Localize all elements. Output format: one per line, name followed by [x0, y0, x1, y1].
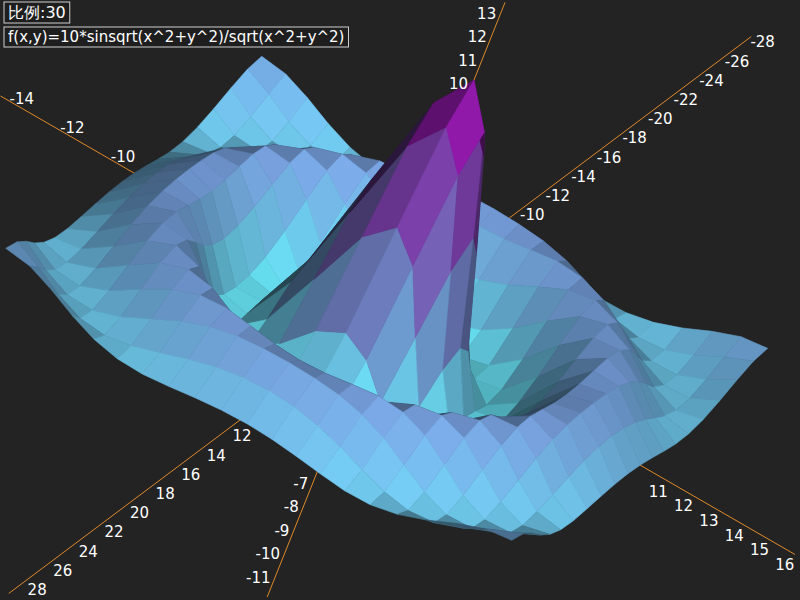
z-tick-label: 11: [458, 52, 477, 70]
z-tick-label: 12: [468, 28, 487, 46]
y-tick-label: 18: [156, 485, 175, 503]
surface-patch: [51, 290, 80, 319]
subtitle-box: [4, 2, 70, 23]
y-tick-label: 16: [181, 466, 200, 484]
y-tick-label: 26: [53, 562, 72, 580]
surface-patch: [456, 523, 494, 529]
titles: 比例:30 f(x,y)=10*sinsqrt(x^2+y^2)/sqrt(x^2…: [4, 2, 348, 47]
z-tick-label: -9: [274, 522, 289, 540]
y-tick-label: -14: [571, 168, 596, 186]
y-tick-label: 24: [79, 543, 98, 561]
x-tick-label: -10: [111, 148, 136, 166]
x-tick-label: -14: [10, 90, 35, 108]
surface-patch: [446, 80, 484, 175]
surface-patch: [724, 337, 768, 361]
y-tick-label: -12: [546, 187, 571, 205]
y-tick-label: -20: [648, 110, 673, 128]
title-box: [4, 27, 348, 47]
surface-patch: [72, 316, 104, 340]
surface-patch: [30, 266, 59, 295]
x-axis-line: [1, 96, 795, 554]
y-tick-label: -16: [597, 149, 622, 167]
z-tick-label: -7: [293, 475, 308, 493]
y-tick-label: 12: [232, 427, 251, 445]
surface-patch: [397, 127, 458, 266]
y-tick-label: -10: [520, 206, 545, 224]
z-axis-line: [267, 2, 505, 597]
x-tick-label: 16: [775, 556, 794, 574]
surface-patch: [370, 492, 408, 515]
x-tick-label: 14: [725, 527, 744, 545]
x-tick-label: 11: [649, 483, 668, 501]
x-tick-label: 15: [750, 541, 769, 559]
surface-patch: [346, 227, 413, 360]
z-tick-label: 13: [477, 5, 496, 23]
y-tick-label: 14: [207, 447, 226, 465]
y-tick-label: 22: [104, 523, 123, 541]
x-tick-label: 13: [699, 512, 718, 530]
y-tick-label: 28: [28, 581, 47, 599]
y-tick-label: -22: [674, 91, 699, 109]
surface-patch: [485, 529, 523, 541]
surface-patch: [706, 357, 754, 380]
z-tick-label: -10: [256, 545, 281, 563]
z-tick-label: 10: [449, 75, 468, 93]
title: f(x,y)=10*sinsqrt(x^2+y^2)/sqrt(x^2+y^2): [8, 28, 344, 46]
y-tick-label: -24: [699, 72, 724, 90]
tick-labels: -14-12-10111213141516-28-26-24-22-20-18-…: [10, 5, 795, 599]
y-tick-label: -26: [725, 53, 750, 71]
y-tick-label: -28: [750, 33, 775, 51]
subtitle: 比例:30: [8, 3, 66, 22]
z-tick-label: -11: [246, 569, 271, 587]
z-tick-label: -8: [284, 498, 299, 516]
surface: [6, 56, 768, 540]
y-tick-label: 20: [130, 504, 149, 522]
x-tick-label: -12: [60, 119, 85, 137]
surface-patch: [690, 379, 738, 400]
background: [0, 0, 800, 600]
surface-patch: [408, 492, 446, 523]
y-axis-line: [9, 37, 751, 594]
chart: -14-12-10111213141516-28-26-24-22-20-18-…: [0, 0, 800, 600]
axes: [1, 2, 795, 597]
x-tick-label: 12: [674, 497, 693, 515]
y-tick-label: -18: [622, 129, 647, 147]
surface-patch: [6, 242, 39, 267]
